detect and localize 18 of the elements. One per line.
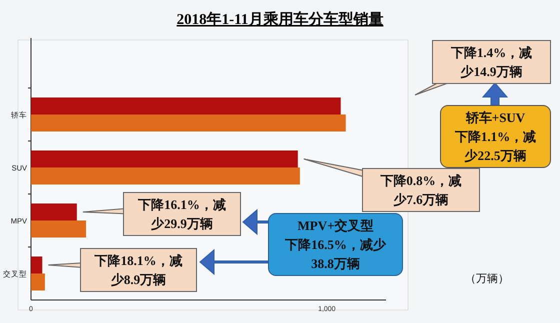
bar — [31, 274, 45, 290]
bar — [31, 168, 300, 184]
bar — [31, 204, 77, 220]
bar — [31, 220, 86, 238]
annotation: 下降18.1%，减少8.9万辆 — [94, 252, 183, 289]
annotation: 下降0.8%，减少7.6万辆 — [379, 172, 463, 209]
text: 下降1.4%，减少14.9万辆 — [450, 44, 534, 81]
bar — [31, 114, 346, 132]
annotation: 下降16.1%，减少29.9万辆 — [137, 196, 227, 233]
text: 轿车+SUV — [464, 109, 526, 127]
annotation: 下降16.5%，减少38.8万辆 — [284, 236, 388, 273]
bar — [31, 98, 341, 114]
text: （万辆） — [465, 272, 509, 287]
chart-title: 2018年1-11月乘用车分车型销量 — [176, 10, 384, 28]
annotation: MPV+交叉型 — [296, 217, 374, 235]
bar — [31, 256, 42, 274]
text: 下降1.1%，减少22.5万辆 — [454, 128, 537, 165]
bar — [31, 150, 298, 168]
